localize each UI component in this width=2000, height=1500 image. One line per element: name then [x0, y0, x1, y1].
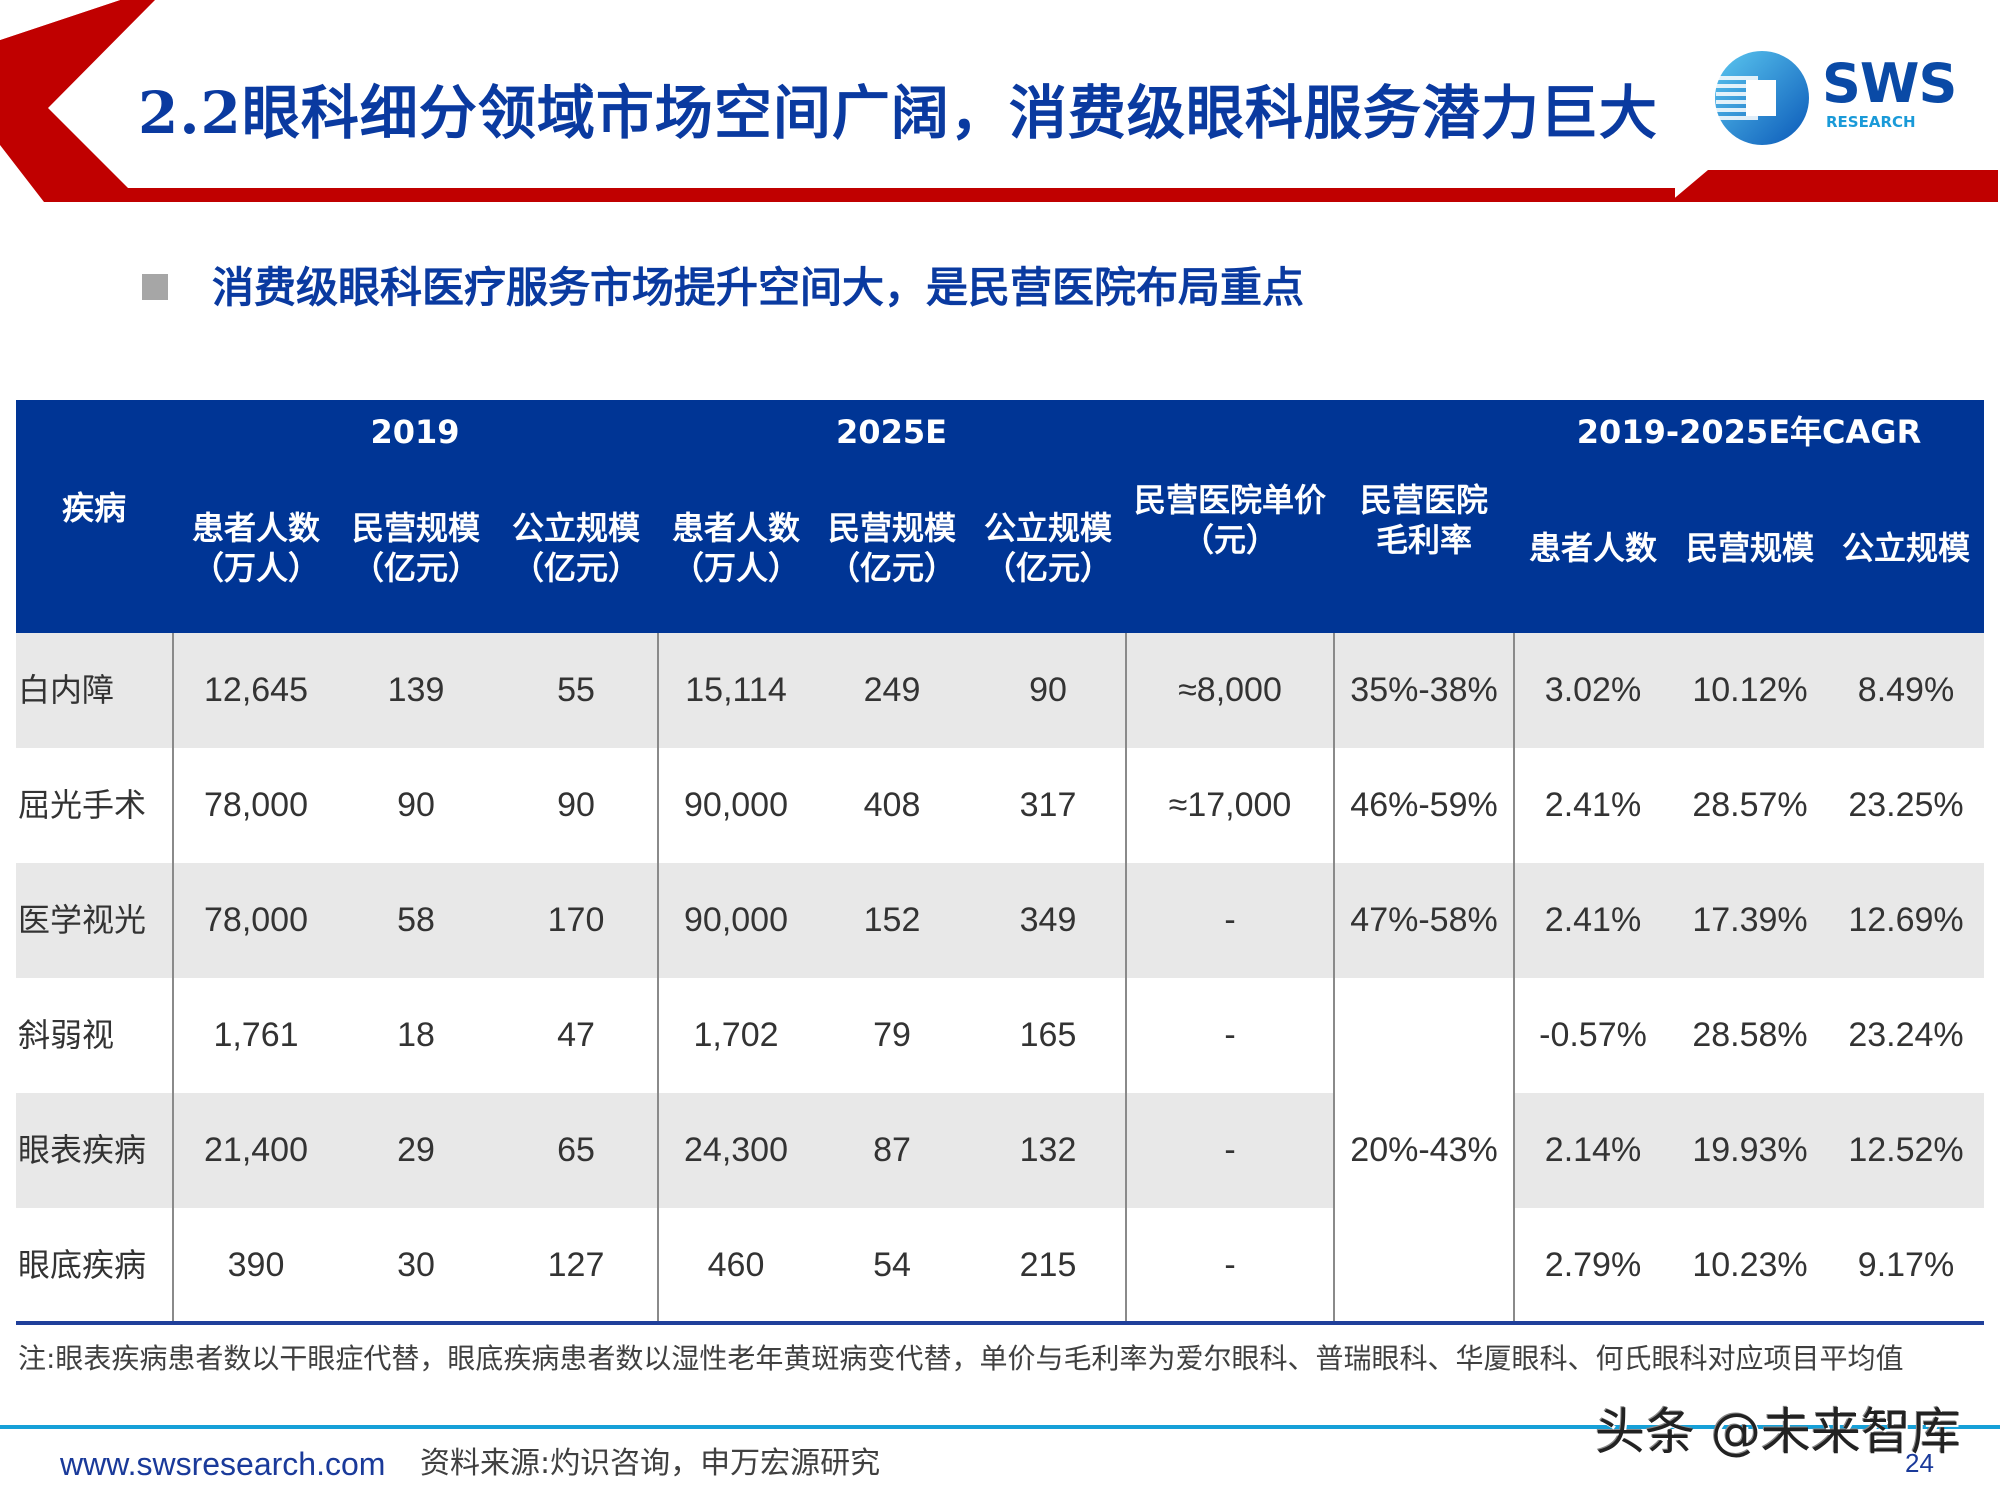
data-source: 资料来源:灼识咨询，申万宏源研究 — [420, 1446, 881, 1481]
table-header: 疾病 2019 2025E 2019-2025E年CAGR 患者人数 （万人） … — [16, 400, 1984, 633]
col-private-2019: 民营规模 （亿元） — [351, 509, 480, 587]
col-patients-2019: 患者人数 （万人） — [191, 509, 320, 587]
col-cagr-public: 公立规模 — [1841, 529, 1970, 567]
watermark: 头条 @未来智库 — [1595, 1403, 1961, 1461]
logo-subtext: RESEARCH — [1826, 113, 1916, 131]
col-patients-2025: 患者人数 （万人） — [671, 509, 800, 587]
column-divider — [657, 633, 659, 1323]
table-row: 斜弱视 1,761 18 47 1,702 79 165 - -0.57% 28… — [18, 1016, 1964, 1054]
logo-ring-icon — [1715, 51, 1809, 145]
website-link[interactable]: www.swsresearch.com — [60, 1446, 386, 1482]
col-private-2025: 民营规模 （亿元） — [827, 509, 956, 587]
table-row: 屈光手术 78,000 90 90 90,000 408 317 ≈17,000… — [18, 786, 1964, 824]
col-public-2025: 公立规模 （亿元） — [983, 509, 1112, 587]
footer-divider — [0, 1425, 2000, 1429]
sws-logo: SWS RESEARCH — [1714, 48, 1974, 148]
column-divider — [1125, 633, 1127, 1323]
logo-text: SWS — [1822, 52, 1957, 115]
page-title: 2.2眼科细分领域市场空间广阔，消费级眼科服务潜力巨大 — [138, 79, 1658, 147]
table-bottom-border — [16, 1321, 1984, 1325]
merged-gross-margin-cell: 20%-43% — [1334, 978, 1514, 1323]
group-cagr: 2019-2025E年CAGR — [1576, 413, 1922, 451]
col-gross-margin: 民营医院 毛利率 — [1359, 481, 1488, 559]
table-row: 眼底疾病 390 30 127 460 54 215 - 2.79% 10.23… — [18, 1246, 1955, 1284]
table-row: 白内障 12,645 139 55 15,114 249 90 ≈8,000 3… — [16, 633, 1984, 748]
column-divider — [172, 633, 174, 1323]
group-2019: 2019 — [370, 413, 460, 451]
col-cagr-private: 民营规模 — [1685, 529, 1814, 567]
column-divider — [1333, 633, 1335, 1323]
col-cagr-patients: 患者人数 — [1528, 529, 1657, 567]
col-public-2019: 公立规模 （亿元） — [511, 509, 640, 587]
group-2025e: 2025E — [836, 413, 947, 451]
section-subtitle: 消费级眼科医疗服务市场提升空间大，是民营医院布局重点 — [212, 263, 1305, 312]
col-unit-price: 民营医院单价 （元） — [1133, 481, 1326, 559]
table-note: 注:眼表疾病患者数以干眼症代替，眼底疾病患者数以湿性老年黄斑病变代替，单价与毛利… — [18, 1342, 1904, 1375]
header-decoration — [0, 0, 1998, 202]
table-row: 眼表疾病 21,400 29 65 24,300 87 132 - 2.14% … — [16, 1093, 1984, 1208]
col-disease: 疾病 — [61, 489, 126, 527]
table-body: 白内障 12,645 139 55 15,114 249 90 ≈8,000 3… — [16, 633, 1984, 1323]
square-bullet-icon — [142, 274, 168, 300]
table-row: 医学视光 78,000 58 170 90,000 152 349 - 47%-… — [16, 863, 1984, 978]
column-divider — [1513, 633, 1515, 1323]
page-number: 24 — [1905, 1448, 1934, 1478]
